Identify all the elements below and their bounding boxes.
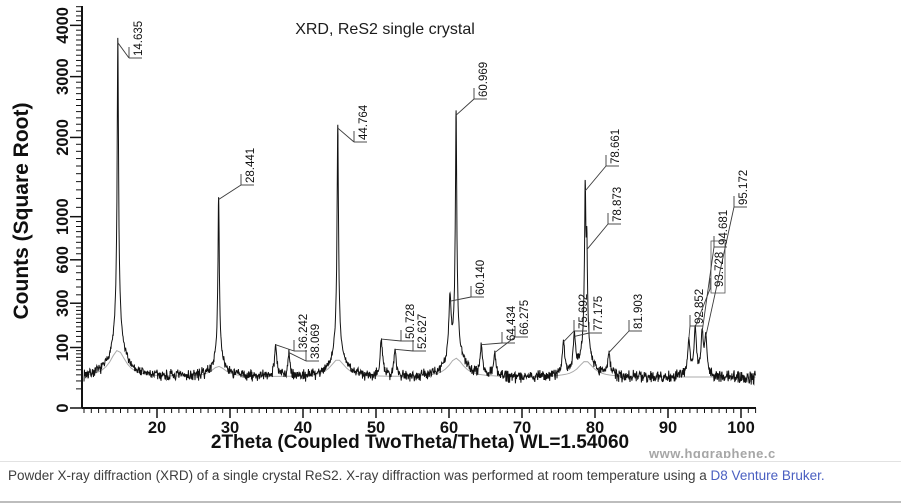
- x-tick-label: 80: [586, 419, 604, 437]
- peak-annotation: 78.661: [584, 129, 622, 192]
- peak-label: 44.764: [358, 104, 370, 140]
- peak-annotation: 81.903: [608, 294, 645, 353]
- peak-annotation: 77.175: [574, 296, 605, 337]
- caption-text: Powder X-ray diffraction (XRD) of a sing…: [8, 468, 711, 483]
- y-tick-label: 100: [54, 334, 72, 362]
- x-tick-label: 90: [659, 419, 677, 437]
- x-tick-label: 40: [294, 419, 312, 437]
- axes: 0 100 300 600 1000 2000 3000 4000 20 30 40 50 60 70 80…: [54, 6, 757, 437]
- y-tick-label: 300: [54, 289, 72, 317]
- x-tick-label: 100: [727, 419, 755, 437]
- peak-annotation: 52.627: [395, 314, 429, 352]
- peak-label: 64.434: [506, 305, 518, 341]
- diffraction-trace: [83, 37, 757, 386]
- y-tick-label: 0: [54, 403, 72, 412]
- peak-annotation: 60.140: [449, 260, 487, 302]
- peak-label: 78.661: [610, 129, 622, 164]
- peak-label: 50.728: [405, 304, 417, 339]
- x-axis-title: 2Theta (Coupled TwoTheta/Theta) WL=1.540…: [210, 432, 630, 453]
- peak-label: 77.175: [593, 296, 605, 331]
- chart-canvas: 14.635 28.441 36.242 38.069 44.764 50.728 52.6…: [54, 6, 757, 437]
- peak-label: 14.635: [133, 21, 145, 56]
- figure-caption: Powder X-ray diffraction (XRD) of a sing…: [8, 468, 893, 483]
- x-tick-label: 50: [367, 419, 385, 437]
- y-tick-label: 4000: [54, 7, 72, 44]
- y-tick-label: 600: [54, 246, 72, 274]
- caption-link[interactable]: D8 Venture Bruker.: [710, 468, 825, 483]
- peak-annotation: 50.728: [381, 304, 417, 342]
- peak-annotation: 94.681: [701, 210, 730, 332]
- peak-label: 92.852: [694, 289, 706, 324]
- peak-annotation: 44.764: [337, 104, 370, 143]
- peak-annotation: 28.441: [218, 148, 257, 200]
- peak-label: 66.275: [519, 300, 531, 335]
- peak-annotation: 78.873: [586, 187, 624, 250]
- peak-label: 75.692: [578, 294, 590, 329]
- peak-label: 38.069: [310, 324, 322, 359]
- peak-annotation: 60.969: [455, 62, 490, 116]
- peak-annotation: 95.172: [705, 170, 750, 337]
- chart-title: XRD, ReS2 single crystal: [295, 21, 475, 38]
- peak-annotation: 66.275: [494, 300, 531, 353]
- peak-label: 94.681: [718, 210, 730, 245]
- peak-label: 95.172: [738, 170, 750, 205]
- peak-label: 78.873: [612, 187, 624, 222]
- peak-annotation: 38.069: [288, 324, 322, 362]
- y-tick-label: 2000: [54, 119, 72, 156]
- peak-label: 28.441: [245, 148, 257, 183]
- watermark-text: www.hqgraphene.c: [649, 446, 776, 458]
- x-tick-label: 20: [148, 419, 166, 437]
- y-tick-label: 3000: [54, 58, 72, 95]
- xrd-chart: 14.635 28.441 36.242 38.069 44.764 50.728 52.6…: [0, 6, 901, 462]
- peak-label: 60.140: [475, 260, 487, 295]
- background-fit-curve: [83, 349, 756, 378]
- y-tick-label: 1000: [54, 198, 72, 235]
- peak-annotation: 14.635: [117, 21, 145, 59]
- peak-annotation: 92.852: [688, 289, 706, 340]
- x-tick-label: 30: [221, 419, 239, 437]
- y-axis-title: Counts (Square Root): [10, 102, 33, 320]
- peak-annotation: 75.692: [563, 294, 590, 343]
- peak-label: 52.627: [417, 314, 429, 349]
- peak-label: 60.969: [478, 62, 490, 97]
- x-tick-label: 60: [440, 419, 458, 437]
- peak-annotations: 14.635 28.441 36.242 38.069 44.764 50.728 52.6…: [117, 21, 750, 362]
- peak-label: 36.242: [298, 314, 310, 349]
- peak-annotation: 36.242: [275, 314, 310, 352]
- x-tick-label: 70: [513, 419, 531, 437]
- peak-label: 81.903: [633, 294, 645, 329]
- chart-bottom-edge: [0, 461, 901, 462]
